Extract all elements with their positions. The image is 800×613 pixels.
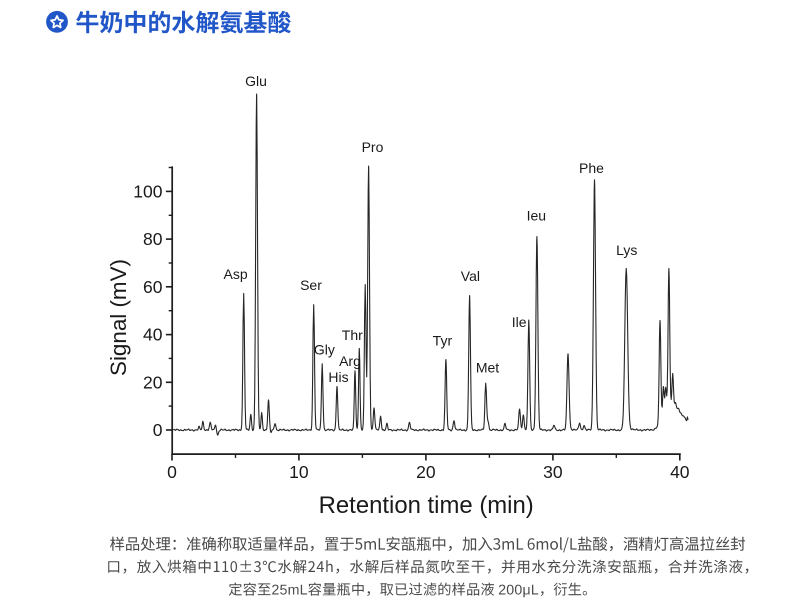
svg-text:0: 0 [167, 462, 177, 482]
svg-text:40: 40 [143, 325, 163, 345]
svg-text:Thr: Thr [342, 327, 363, 343]
svg-text:Asp: Asp [224, 266, 248, 282]
svg-text:Pro: Pro [362, 139, 384, 155]
svg-text:80: 80 [143, 229, 163, 249]
svg-text:Ieu: Ieu [527, 207, 546, 223]
svg-text:Tyr: Tyr [433, 333, 453, 349]
svg-text:20: 20 [143, 372, 163, 392]
svg-text:Phe: Phe [579, 160, 604, 176]
svg-text:Ile: Ile [512, 314, 527, 330]
svg-text:20: 20 [416, 462, 436, 482]
svg-text:Glu: Glu [245, 73, 267, 89]
svg-text:Retention time (min): Retention time (min) [319, 492, 534, 519]
svg-text:Val: Val [461, 268, 480, 284]
svg-text:His: His [328, 369, 348, 385]
svg-text:Gly: Gly [314, 342, 335, 358]
svg-text:Signal (mV): Signal (mV) [106, 259, 131, 376]
svg-text:60: 60 [143, 277, 163, 297]
svg-text:0: 0 [153, 420, 163, 440]
svg-text:Met: Met [476, 360, 499, 376]
svg-text:Lys: Lys [616, 242, 637, 258]
svg-text:Ser: Ser [300, 277, 322, 293]
svg-text:30: 30 [543, 462, 563, 482]
svg-text:10: 10 [289, 462, 309, 482]
svg-text:40: 40 [670, 462, 690, 482]
svg-text:Arg: Arg [339, 353, 361, 369]
svg-text:100: 100 [133, 182, 162, 202]
